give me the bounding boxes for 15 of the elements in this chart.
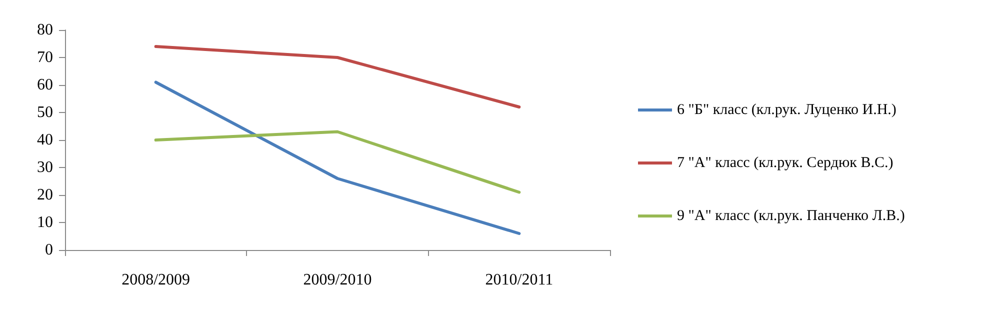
y-tick-label: 50 xyxy=(37,104,53,121)
y-tick-label: 60 xyxy=(37,76,53,94)
x-tick-label: 2009/2010 xyxy=(303,272,372,288)
y-tick-label: 20 xyxy=(37,186,53,204)
y-tick-label: 70 xyxy=(37,49,53,66)
legend-label: 9 "А" класс (кл.рук. Панченко Л.В.) xyxy=(677,208,905,224)
y-tick-label: 80 xyxy=(37,22,53,38)
x-tick-label: 2008/2009 xyxy=(122,272,190,288)
y-tick-label: 30 xyxy=(37,159,53,176)
legend-label: 6 "Б" класс (кл.рук. Луценко И.Н.) xyxy=(677,102,896,118)
y-tick-label: 40 xyxy=(37,132,53,148)
x-tick-label: 2010/2011 xyxy=(485,272,554,288)
legend-label: 7 "А" класс (кл.рук. Сердюк В.С.) xyxy=(677,155,894,171)
y-tick-label: 10 xyxy=(37,214,53,231)
y-tick-label: 0 xyxy=(45,242,53,258)
